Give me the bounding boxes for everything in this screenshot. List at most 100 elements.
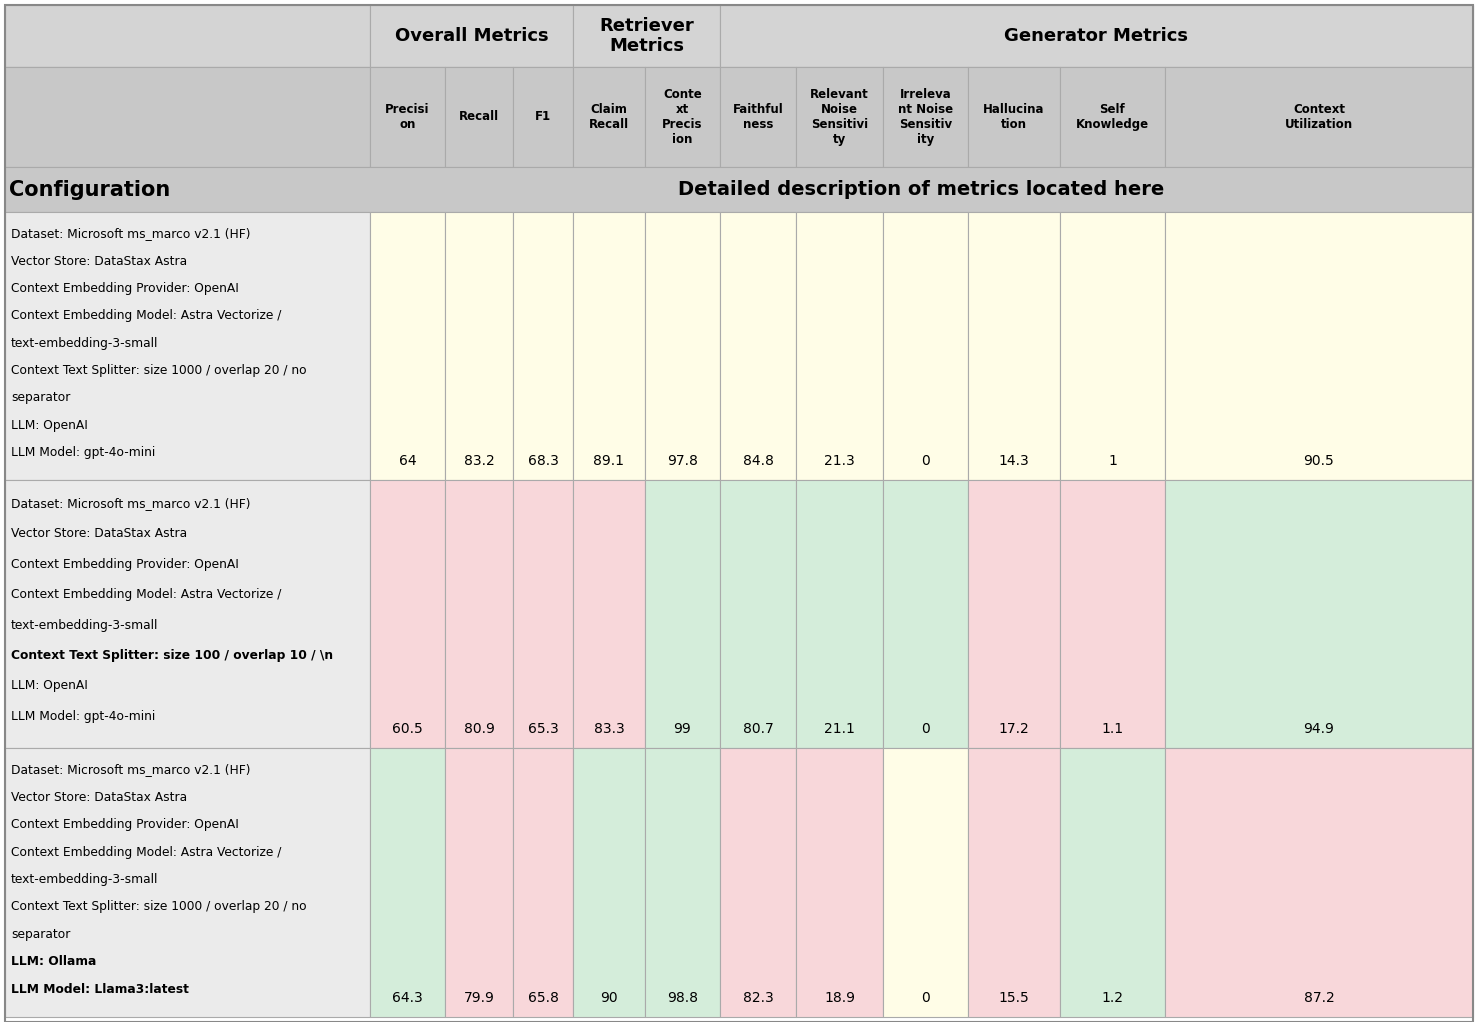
Bar [370, 67, 445, 167]
Bar [445, 748, 513, 1017]
Text: 17.2: 17.2 [999, 722, 1029, 736]
Text: Generator Metrics: Generator Metrics [1005, 27, 1188, 45]
Text: Vector Store: DataStax Astra: Vector Store: DataStax Astra [10, 791, 188, 803]
Text: Relevant
Noise
Sensitivi
ty: Relevant Noise Sensitivi ty [810, 88, 869, 146]
Text: 99: 99 [674, 722, 692, 736]
Text: 89.1: 89.1 [594, 454, 625, 468]
Text: 82.3: 82.3 [742, 991, 773, 1005]
Text: 64: 64 [399, 454, 417, 468]
Bar [1165, 212, 1474, 480]
Text: LLM Model: Llama3:latest: LLM Model: Llama3:latest [10, 983, 189, 995]
Bar [370, 5, 573, 67]
Bar [4, 67, 370, 167]
Bar [4, 212, 370, 480]
Bar [882, 748, 968, 1017]
Bar [797, 67, 882, 167]
Text: 1.1: 1.1 [1101, 722, 1123, 736]
Bar [720, 5, 1474, 67]
Bar [573, 748, 644, 1017]
Bar [720, 212, 797, 480]
Bar [882, 67, 968, 167]
Text: Irreleva
nt Noise
Sensitiv
ity: Irreleva nt Noise Sensitiv ity [899, 88, 953, 146]
Text: text-embedding-3-small: text-embedding-3-small [10, 336, 158, 350]
Bar [1060, 212, 1165, 480]
Bar [513, 748, 573, 1017]
Bar [573, 480, 644, 748]
Bar [720, 748, 797, 1017]
Text: 64.3: 64.3 [392, 991, 423, 1005]
Bar [513, 67, 573, 167]
Text: Context Embedding Model: Astra Vectorize /: Context Embedding Model: Astra Vectorize… [10, 310, 281, 322]
Text: Context Embedding Provider: OpenAI: Context Embedding Provider: OpenAI [10, 819, 239, 831]
Text: 0: 0 [921, 991, 930, 1005]
Bar [445, 67, 513, 167]
Text: Overall Metrics: Overall Metrics [395, 27, 548, 45]
Bar [644, 212, 720, 480]
Bar [797, 748, 882, 1017]
Text: Claim
Recall: Claim Recall [588, 103, 630, 131]
Bar [720, 480, 797, 748]
Bar [1165, 480, 1474, 748]
Text: Recall: Recall [460, 110, 500, 124]
Text: 97.8: 97.8 [667, 454, 698, 468]
Bar [1165, 67, 1474, 167]
Bar [720, 67, 797, 167]
Bar [797, 212, 882, 480]
Text: 18.9: 18.9 [825, 991, 854, 1005]
Bar [1060, 67, 1165, 167]
Text: Detailed description of metrics located here: Detailed description of metrics located … [678, 180, 1165, 199]
Bar [370, 480, 445, 748]
Text: 80.9: 80.9 [464, 722, 495, 736]
Text: 21.3: 21.3 [825, 454, 854, 468]
Bar [1060, 480, 1165, 748]
Text: 0: 0 [921, 722, 930, 736]
Text: LLM: OpenAI: LLM: OpenAI [10, 419, 87, 431]
Text: Context
Utilization: Context Utilization [1284, 103, 1352, 131]
Bar [644, 748, 720, 1017]
Text: 1: 1 [1108, 454, 1117, 468]
Bar [4, 5, 1474, 67]
Text: Context Embedding Model: Astra Vectorize /: Context Embedding Model: Astra Vectorize… [10, 845, 281, 858]
Text: 14.3: 14.3 [999, 454, 1029, 468]
Text: 87.2: 87.2 [1304, 991, 1335, 1005]
Text: LLM: OpenAI: LLM: OpenAI [10, 680, 87, 693]
Text: separator: separator [10, 928, 71, 941]
Bar [797, 480, 882, 748]
Bar [1165, 748, 1474, 1017]
Text: Hallucina
tion: Hallucina tion [983, 103, 1045, 131]
Text: 84.8: 84.8 [742, 454, 773, 468]
Text: 94.9: 94.9 [1304, 722, 1335, 736]
Text: Conte
xt
Precis
ion: Conte xt Precis ion [662, 88, 702, 146]
Text: 79.9: 79.9 [464, 991, 495, 1005]
Text: LLM: Ollama: LLM: Ollama [10, 956, 96, 969]
Text: Retriever
Metrics: Retriever Metrics [599, 16, 693, 55]
Text: Self
Knowledge: Self Knowledge [1076, 103, 1148, 131]
Bar [968, 67, 1060, 167]
Text: text-embedding-3-small: text-embedding-3-small [10, 618, 158, 632]
Text: LLM Model: gpt-4o-mini: LLM Model: gpt-4o-mini [10, 446, 155, 459]
Bar [445, 212, 513, 480]
Bar [968, 480, 1060, 748]
Text: 90: 90 [600, 991, 618, 1005]
Text: Precisi
on: Precisi on [386, 103, 430, 131]
Bar [4, 67, 1474, 167]
Text: separator: separator [10, 391, 71, 405]
Text: 80.7: 80.7 [742, 722, 773, 736]
Text: Faithful
ness: Faithful ness [733, 103, 783, 131]
Text: Context Text Splitter: size 100 / overlap 10 / \n: Context Text Splitter: size 100 / overla… [10, 649, 333, 662]
Text: 15.5: 15.5 [999, 991, 1029, 1005]
Bar [4, 480, 370, 748]
Text: Configuration: Configuration [9, 180, 170, 199]
Bar [370, 748, 445, 1017]
Bar [573, 5, 720, 67]
Bar [513, 480, 573, 748]
Bar [968, 748, 1060, 1017]
Bar [445, 480, 513, 748]
Text: 68.3: 68.3 [528, 454, 559, 468]
Bar [882, 212, 968, 480]
Text: Context Embedding Provider: OpenAI: Context Embedding Provider: OpenAI [10, 558, 239, 570]
Text: Dataset: Microsoft ms_marco v2.1 (HF): Dataset: Microsoft ms_marco v2.1 (HF) [10, 497, 250, 510]
Text: 60.5: 60.5 [392, 722, 423, 736]
Bar [968, 212, 1060, 480]
Text: 98.8: 98.8 [667, 991, 698, 1005]
